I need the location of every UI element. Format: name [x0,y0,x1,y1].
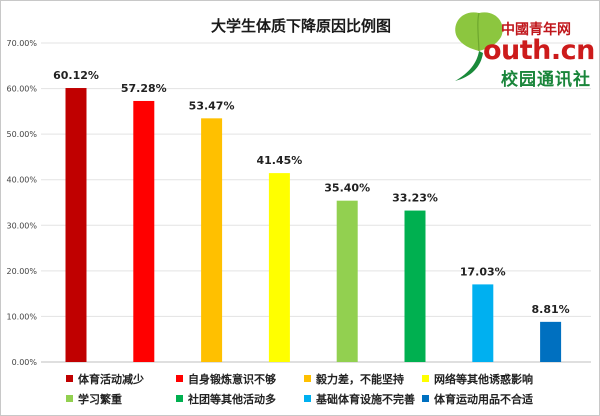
data-label: 60.12% [53,69,99,82]
bar [336,200,358,362]
legend-label: 自身锻炼意识不够 [188,372,276,386]
data-label: 17.03% [460,265,506,278]
y-tick-label: 30.00% [6,221,37,230]
legend-swatch [304,395,311,402]
legend-swatch [422,375,429,382]
y-tick-label: 10.00% [6,312,37,321]
data-label: 53.47% [189,99,235,112]
bar [540,321,562,362]
data-label: 8.81% [532,303,570,316]
legend-label: 网络等其他诱惑影响 [434,372,533,386]
logo-brand-top: 中國青年网 [501,22,571,38]
ginkgo-leaf-icon [455,12,503,81]
data-label: 41.45% [256,154,302,167]
logo-brand-sub: 校园通讯社 [501,70,591,90]
bars [65,88,562,363]
legend-label: 体育运动用品不合适 [434,392,533,406]
data-labels: 60.12% 57.28% 53.47% 41.45% 35.40% 33.23% 17.0… [53,69,570,316]
data-label: 35.40% [324,182,370,195]
bar [268,173,290,362]
legend-label: 体育活动减少 [78,372,144,386]
gridlines [41,42,591,363]
legend-swatch [176,375,183,382]
legend-label: 基础体育设施不完善 [315,392,415,406]
legend-swatch [66,375,73,382]
data-label: 33.23% [392,192,438,205]
youth-cn-logo: 中國青年网 outh.cn 校园通讯社 [449,7,595,91]
legend-swatch [304,375,311,382]
data-label: 57.28% [121,82,167,95]
legend-label: 社团等其他活动多 [187,392,276,406]
y-axis-ticks: 0.00% 10.00% 20.00% 30.00% 40.00% 50.00% 60.00… [6,39,37,367]
y-tick-label: 70.00% [6,39,37,48]
y-tick-label: 60.00% [6,85,37,94]
bar [133,100,155,362]
y-tick-label: 20.00% [6,267,37,276]
legend-label: 毅力差，不能坚持 [315,372,404,386]
legend-swatch [66,395,73,402]
y-tick-label: 0.00% [12,358,38,367]
bar [201,118,223,362]
bar [404,210,426,362]
y-tick-label: 40.00% [6,176,37,185]
chart-title: 大学生体质下降原因比例图 [211,17,391,35]
legend-label: 学习繁重 [78,392,122,406]
bar [472,284,494,362]
y-tick-label: 50.00% [6,130,37,139]
legend-swatch [422,395,429,402]
bar [65,88,87,363]
logo-brand-main: outh.cn [483,35,595,66]
legend-swatch [176,395,183,402]
